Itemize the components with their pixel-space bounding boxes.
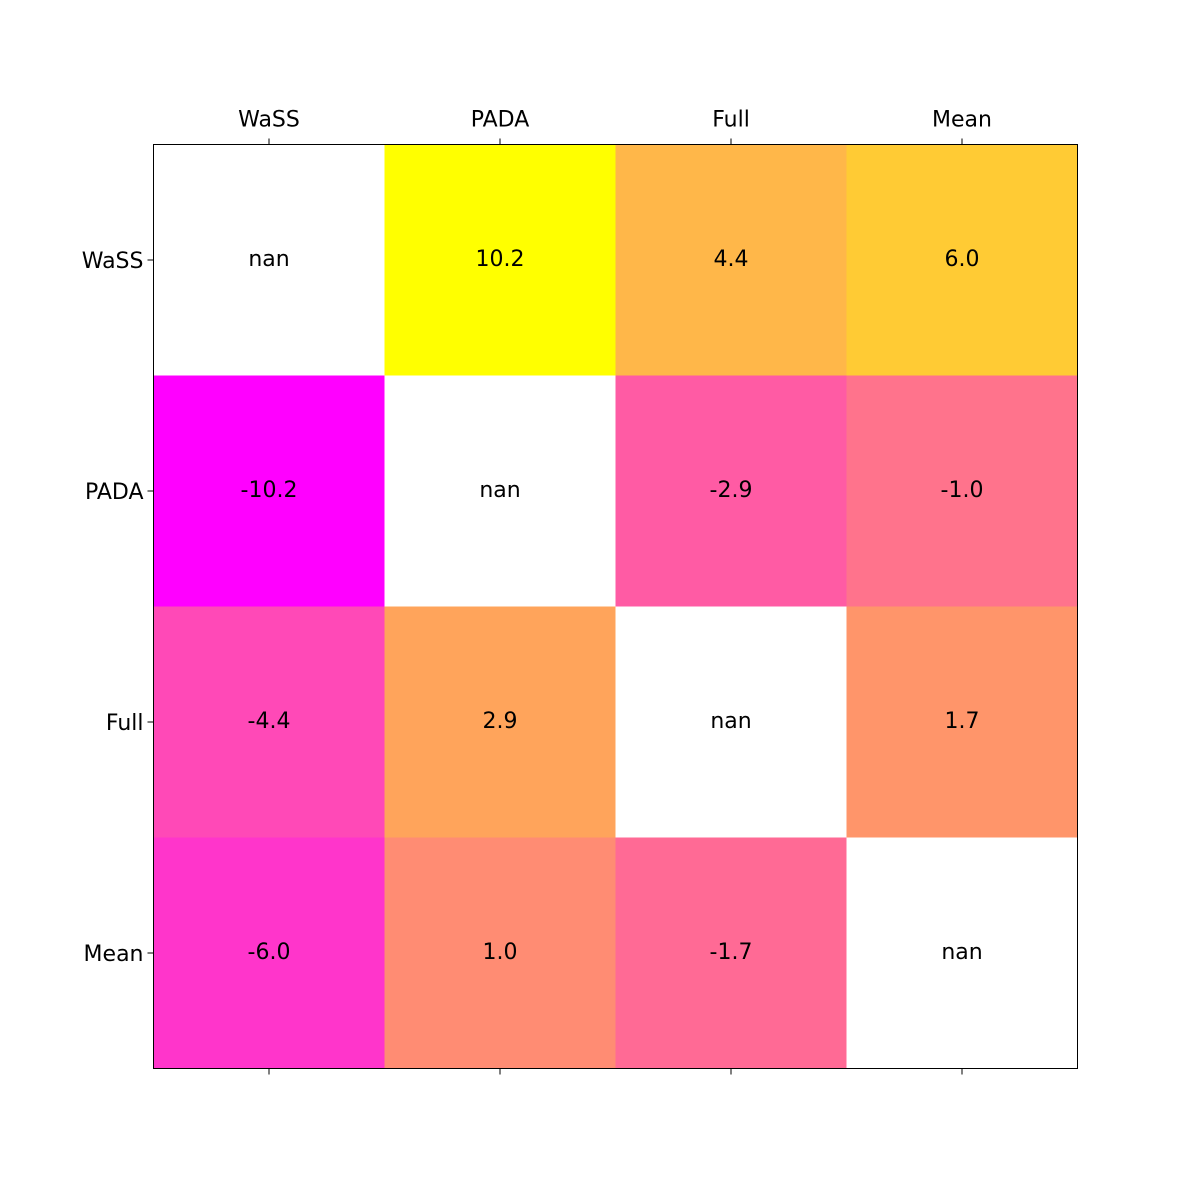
cell-label: -1.7 <box>710 940 753 965</box>
heatmap-cell <box>153 144 385 376</box>
cell-label: 1.0 <box>483 940 518 965</box>
cell-label: -2.9 <box>710 478 753 503</box>
heatmap-cell <box>846 606 1078 838</box>
cell-label: 2.9 <box>483 709 518 734</box>
y-tick-label: WaSS <box>82 249 144 274</box>
cell-label: nan <box>710 709 751 734</box>
cell-label: -6.0 <box>248 940 291 965</box>
y-tick-label: Mean <box>84 942 144 967</box>
cell-label: 10.2 <box>476 247 525 272</box>
cell-label: 1.7 <box>945 709 980 734</box>
x-tick-label: WaSS <box>238 108 300 133</box>
heatmap-cell <box>846 375 1078 607</box>
cell-label: 6.0 <box>945 247 980 272</box>
cell-label: -1.0 <box>941 478 984 503</box>
x-tick-label: Full <box>712 108 750 133</box>
heatmap-cell <box>615 837 847 1069</box>
heatmap-cell <box>384 144 616 376</box>
heatmap-cell <box>846 837 1078 1069</box>
heatmap-cell <box>384 837 616 1069</box>
cell-label: nan <box>248 247 289 272</box>
heatmap-cell <box>384 606 616 838</box>
x-tick-label: PADA <box>471 108 530 133</box>
cell-label: nan <box>941 940 982 965</box>
heatmap-cell <box>615 606 847 838</box>
heatmap-cell <box>615 375 847 607</box>
cell-label: nan <box>479 478 520 503</box>
y-tick-label: Full <box>106 711 144 736</box>
cell-label: -4.4 <box>248 709 291 734</box>
heatmap-cell <box>153 375 385 607</box>
cell-label: -10.2 <box>241 478 298 503</box>
plot-frame <box>153 144 1078 1069</box>
x-tick-label: Mean <box>932 108 992 133</box>
heatmap-cell <box>153 837 385 1069</box>
heatmap-cell <box>384 375 616 607</box>
y-tick-label: PADA <box>85 480 144 505</box>
cell-label: 4.4 <box>714 247 749 272</box>
heatmap-cell <box>615 144 847 376</box>
heatmap-cell <box>153 606 385 838</box>
heatmap-cell <box>846 144 1078 376</box>
